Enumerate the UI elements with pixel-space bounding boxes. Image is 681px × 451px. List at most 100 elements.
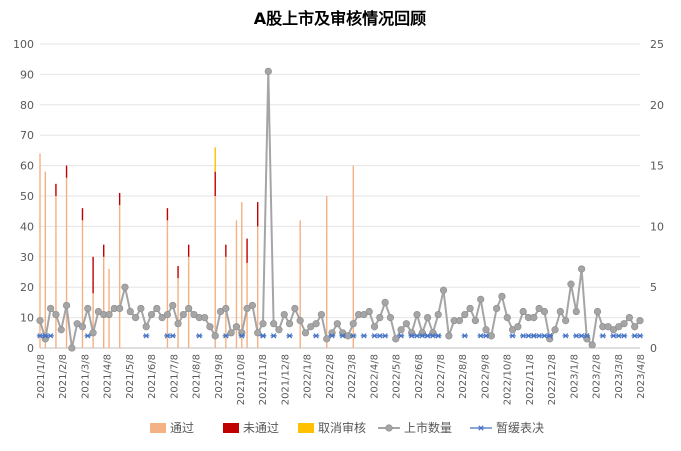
listing-point (126, 307, 134, 316)
listing-point (280, 310, 288, 319)
listing-point (147, 310, 156, 319)
listing-point (535, 304, 543, 313)
x-tick-label: 2021/3/8 (80, 354, 91, 399)
suspend-point (509, 333, 516, 339)
x-tick-label: 2021/12/8 (280, 354, 291, 405)
x-tick-label: 2022/11/8 (525, 354, 536, 405)
listing-point (105, 310, 113, 319)
x-tick-label: 2021/9/8 (214, 354, 225, 399)
x-tick-label: 2022/3/8 (347, 354, 358, 399)
listing-point (62, 301, 71, 310)
suspend-point (350, 333, 357, 339)
listing-point (312, 320, 320, 328)
y-right-tick-label: 25 (650, 38, 664, 51)
bar-series (39, 147, 354, 348)
listing-line (36, 67, 644, 352)
bar-pass (81, 220, 84, 348)
suspend-point (599, 333, 607, 339)
listing-point (73, 320, 81, 328)
x-tick-label: 2023/4/8 (636, 354, 647, 399)
listing-point (360, 310, 368, 319)
y-left-tick-label: 100 (13, 38, 34, 51)
listing-point (185, 304, 193, 313)
listing-point (620, 320, 628, 328)
listing-point (493, 304, 501, 313)
listing-point (455, 317, 464, 325)
legend-label: 上市数量 (404, 420, 452, 435)
listing-point (631, 323, 639, 331)
listing-point (248, 301, 256, 310)
suspend-point (360, 333, 368, 339)
suspend-point (620, 333, 628, 339)
y-right-tick-label: 5 (650, 281, 657, 294)
suspend-point (636, 333, 644, 339)
bar-fail (214, 171, 216, 196)
listing-point (365, 307, 373, 316)
listing-point (508, 326, 517, 334)
listing-point (94, 307, 103, 316)
listing-point (301, 329, 310, 337)
suspend-point (482, 333, 490, 339)
x-tick-label: 2021/5/8 (125, 354, 136, 399)
listing-point (153, 304, 161, 313)
listing-point (615, 323, 623, 331)
listing-point (588, 341, 596, 349)
listing-point (227, 329, 235, 337)
listing-point (386, 314, 395, 322)
bar-fail (55, 183, 57, 196)
listing-point (567, 280, 575, 288)
listing-point (89, 329, 97, 337)
listing-point (137, 304, 145, 313)
listing-point (439, 286, 448, 294)
listing-point (625, 314, 633, 322)
suspend-point (238, 333, 245, 339)
listing-point (121, 283, 129, 291)
y-left-tick-label: 30 (20, 251, 34, 264)
x-tick-label: 2021/7/8 (169, 354, 180, 399)
listing-point (333, 320, 341, 328)
listing-point (232, 323, 241, 331)
y-left-tick-label: 80 (20, 99, 34, 112)
listing-point (169, 301, 177, 310)
suspend-point (259, 333, 267, 339)
listing-point (47, 304, 55, 313)
listing-point (434, 310, 442, 319)
y-left-tick-label: 10 (20, 312, 34, 325)
listing-point (540, 307, 549, 316)
listing-point (530, 314, 538, 322)
listing-point (577, 265, 586, 273)
listing-point (636, 317, 644, 325)
x-tick-label: 2022/8/8 (458, 354, 469, 399)
x-tick-label: 2022/10/8 (503, 354, 514, 405)
bar-pass (118, 205, 121, 348)
bar-pass (108, 268, 110, 348)
x-tick-label: 2022/12/8 (547, 354, 558, 405)
bar-pass (326, 196, 328, 348)
suspend-point (461, 333, 468, 339)
listing-point (259, 320, 267, 328)
listing-point (609, 326, 618, 334)
suspend-point (435, 333, 442, 339)
listing-point (158, 314, 166, 322)
listing-point (179, 310, 187, 319)
x-tick-label: 2023/2/8 (592, 354, 603, 399)
x-tick-label: 2022/5/8 (392, 354, 403, 399)
suspend-point (397, 333, 405, 339)
suspend-point (47, 333, 54, 339)
listing-point (604, 323, 612, 331)
x-tick-label: 2022/4/8 (369, 354, 380, 399)
x-tick-label: 2021/10/8 (236, 354, 247, 405)
suspend-point (84, 333, 91, 339)
suspend-markers (36, 333, 644, 339)
bar-pass (92, 293, 94, 348)
legend-swatch (223, 423, 239, 433)
listing-point (142, 323, 150, 331)
listing-point (381, 298, 389, 307)
bar-fail (92, 256, 94, 294)
bar-pass (103, 256, 105, 348)
legend: 通过 未通过 取消审核 上市数量 暂缓表决 (150, 420, 544, 435)
bar-pass (44, 171, 47, 348)
y-left-tick-label: 70 (20, 129, 34, 142)
legend-label: 取消审核 (318, 420, 366, 435)
